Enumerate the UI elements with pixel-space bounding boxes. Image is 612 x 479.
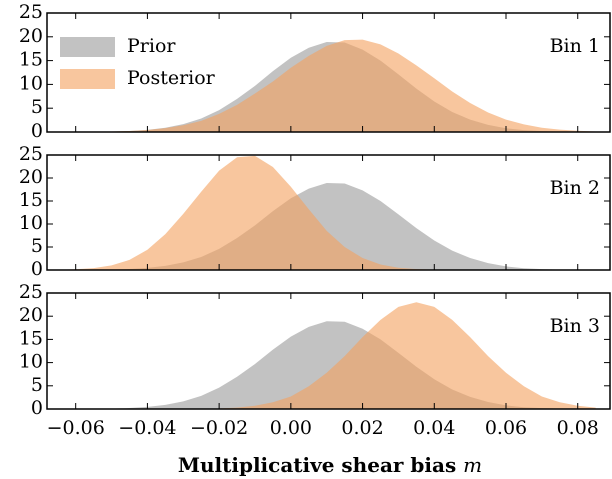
x-tick-label: 0.04 <box>413 417 455 439</box>
legend-swatch <box>60 37 115 57</box>
y-tick-label: 15 <box>19 49 43 71</box>
legend-swatch <box>60 69 115 89</box>
x-tick-label: −0.02 <box>190 417 248 439</box>
density-area <box>57 39 596 132</box>
y-tick-label: 20 <box>19 25 43 47</box>
y-tick-label: 25 <box>19 1 43 23</box>
x-tick-label: −0.04 <box>118 417 176 439</box>
y-tick-label: 0 <box>31 397 43 419</box>
x-label-symbol: m <box>463 453 482 477</box>
y-tick-label: 10 <box>19 351 43 373</box>
y-tick-label: 20 <box>19 166 43 188</box>
y-tick-label: 25 <box>19 143 43 165</box>
x-label-text: Multiplicative shear bias <box>178 453 456 477</box>
y-tick-label: 10 <box>19 212 43 234</box>
legend-label: Posterior <box>127 67 216 89</box>
density-area <box>57 321 596 409</box>
y-tick-label: 20 <box>19 304 43 326</box>
x-tick-label: 0.02 <box>341 417 383 439</box>
bin-label: Bin 2 <box>550 177 600 199</box>
axes-frame <box>46 154 611 271</box>
density-area <box>57 183 596 270</box>
y-tick-label: 10 <box>19 72 43 94</box>
y-tick-label: 15 <box>19 189 43 211</box>
x-tick-label: 0.00 <box>270 417 312 439</box>
x-tick-label: 0.08 <box>557 417 599 439</box>
y-tick-label: 5 <box>31 96 43 118</box>
x-tick-label: −0.06 <box>47 417 105 439</box>
y-tick-label: 5 <box>31 374 43 396</box>
bin-label: Bin 1 <box>550 35 600 57</box>
axes-frame <box>46 12 611 133</box>
x-axis-label: Multiplicative shear bias m <box>178 453 482 477</box>
x-tick-label: 0.06 <box>485 417 527 439</box>
bin-label: Bin 3 <box>550 315 600 337</box>
density-area <box>57 302 596 409</box>
y-tick-label: 0 <box>31 258 43 280</box>
y-tick-label: 15 <box>19 327 43 349</box>
legend-label: Prior <box>127 35 176 57</box>
density-area <box>57 155 596 270</box>
y-tick-label: 25 <box>19 281 43 303</box>
axes-frame <box>46 292 611 410</box>
y-tick-label: 5 <box>31 235 43 257</box>
y-tick-label: 0 <box>31 120 43 142</box>
